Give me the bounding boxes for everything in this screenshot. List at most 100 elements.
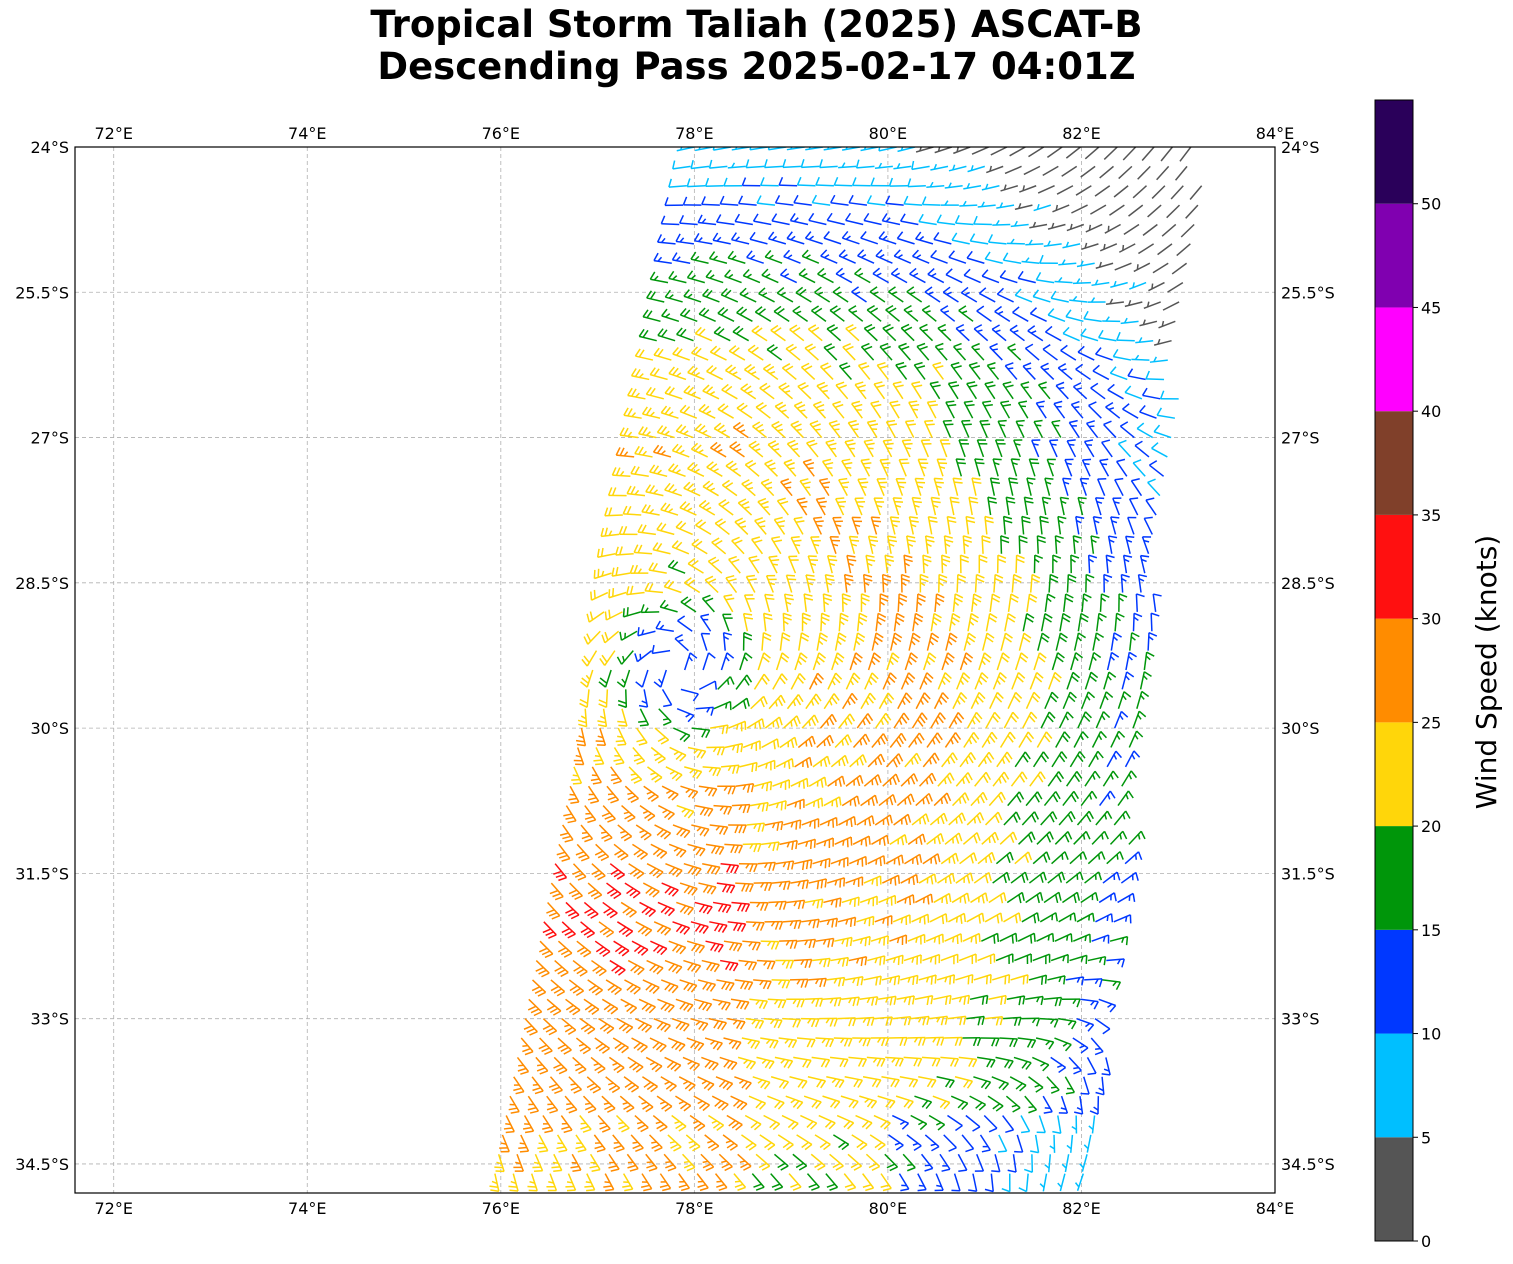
wind-barb bbox=[594, 940, 611, 957]
wind-barb bbox=[1088, 1115, 1096, 1134]
wind-barb bbox=[994, 305, 1011, 322]
wind-barb bbox=[1044, 1154, 1052, 1173]
wind-barb bbox=[1153, 424, 1172, 439]
wind-barb bbox=[1185, 204, 1199, 219]
lon-tick-label-bottom: 74°E bbox=[288, 1199, 326, 1218]
wind-barb bbox=[565, 901, 580, 920]
wind-barb bbox=[1106, 750, 1123, 768]
wind-barb bbox=[1035, 272, 1055, 284]
wind-barb bbox=[713, 326, 731, 342]
wind-barb bbox=[1102, 770, 1119, 787]
wind-barb bbox=[1128, 830, 1146, 845]
wind-barb bbox=[1031, 439, 1041, 458]
wind-barb bbox=[979, 1134, 991, 1153]
wind-barb bbox=[893, 813, 912, 826]
wind-barb bbox=[611, 566, 631, 577]
wind-barb bbox=[725, 460, 742, 477]
wind-barb bbox=[783, 819, 802, 830]
wind-barb bbox=[932, 1192, 934, 1193]
wind-barb bbox=[977, 851, 996, 865]
wind-barb bbox=[727, 250, 746, 264]
wind-barb bbox=[929, 1015, 949, 1026]
wind-barb bbox=[638, 1192, 640, 1193]
wind-barb bbox=[657, 998, 675, 1013]
wind-barb bbox=[597, 708, 608, 728]
lat-tick-label-left: 25.5°S bbox=[15, 283, 69, 302]
wind-barb bbox=[909, 267, 926, 284]
wind-barb bbox=[889, 400, 901, 419]
wind-barb bbox=[919, 323, 934, 342]
wind-barb bbox=[641, 406, 661, 419]
wind-barb bbox=[1123, 223, 1140, 235]
wind-barb bbox=[978, 287, 996, 303]
wind-barb bbox=[973, 1076, 992, 1090]
wind-barb bbox=[820, 612, 830, 632]
wind-barb bbox=[944, 832, 963, 845]
colorbar-tick-label: 25 bbox=[1421, 713, 1441, 732]
wind-barb bbox=[674, 634, 689, 652]
wind-barb bbox=[892, 497, 904, 516]
wind-barb bbox=[1056, 185, 1074, 195]
wind-barb bbox=[767, 231, 787, 245]
wind-barb bbox=[889, 732, 907, 748]
wind-barb bbox=[673, 727, 691, 743]
wind-barb bbox=[807, 1076, 827, 1089]
wind-barb bbox=[977, 1056, 996, 1068]
wind-barb bbox=[1000, 184, 1019, 192]
wind-barb bbox=[598, 1018, 615, 1035]
wind-barb bbox=[1010, 974, 1029, 985]
wind-barb bbox=[948, 250, 967, 264]
wind-barb bbox=[591, 863, 606, 881]
wind-barb bbox=[1066, 1134, 1074, 1153]
wind-barb bbox=[1049, 1134, 1056, 1153]
wind-barb bbox=[1021, 1017, 1041, 1027]
wind-barb bbox=[996, 652, 1010, 671]
wind-barb bbox=[1073, 632, 1086, 651]
wind-barb bbox=[1036, 535, 1046, 554]
wind-barb bbox=[763, 1114, 781, 1131]
wind-barb bbox=[778, 382, 794, 400]
wind-barb bbox=[851, 286, 867, 303]
wind-barb bbox=[1029, 221, 1048, 229]
wind-barb bbox=[735, 882, 754, 893]
wind-barb bbox=[958, 1056, 978, 1068]
wind-barb bbox=[1006, 238, 1025, 245]
wind-barb bbox=[981, 183, 1000, 191]
wind-barb bbox=[865, 1153, 881, 1171]
wind-barb bbox=[914, 893, 934, 905]
wind-barb bbox=[774, 195, 794, 206]
wind-barb bbox=[898, 1173, 910, 1192]
wind-barb bbox=[867, 955, 886, 966]
wind-barb bbox=[704, 1134, 720, 1152]
wind-barb bbox=[615, 447, 635, 458]
wind-barb bbox=[1036, 731, 1053, 748]
wind-barb bbox=[671, 1114, 687, 1132]
wind-barb bbox=[763, 159, 783, 169]
wind-barb bbox=[532, 1153, 544, 1172]
wind-barb bbox=[1037, 381, 1051, 400]
wind-barb bbox=[999, 831, 1018, 845]
wind-barb bbox=[607, 487, 627, 497]
wind-barb bbox=[1099, 458, 1110, 477]
wind-barb bbox=[683, 385, 701, 400]
wind-barb bbox=[829, 1153, 844, 1171]
wind-barb bbox=[698, 307, 716, 323]
wind-barb bbox=[721, 383, 738, 400]
wind-barb bbox=[908, 516, 919, 535]
wind-barb bbox=[903, 304, 919, 322]
wind-barb bbox=[593, 1134, 606, 1153]
wind-barb bbox=[913, 361, 926, 380]
colorbar-label: Wind Speed (knots) bbox=[1470, 535, 1503, 809]
wind-barb bbox=[907, 1036, 927, 1046]
wind-barb bbox=[918, 772, 937, 787]
wind-barb bbox=[1077, 711, 1092, 729]
wind-barb bbox=[947, 912, 967, 924]
wind-barb bbox=[701, 1056, 719, 1071]
wind-barb bbox=[966, 811, 985, 826]
wind-barb bbox=[697, 214, 717, 226]
wind-barb bbox=[527, 1173, 538, 1192]
wind-barb bbox=[808, 878, 828, 890]
wind-barb bbox=[752, 421, 768, 439]
wind-barb bbox=[702, 766, 722, 777]
wind-barb bbox=[934, 593, 945, 612]
